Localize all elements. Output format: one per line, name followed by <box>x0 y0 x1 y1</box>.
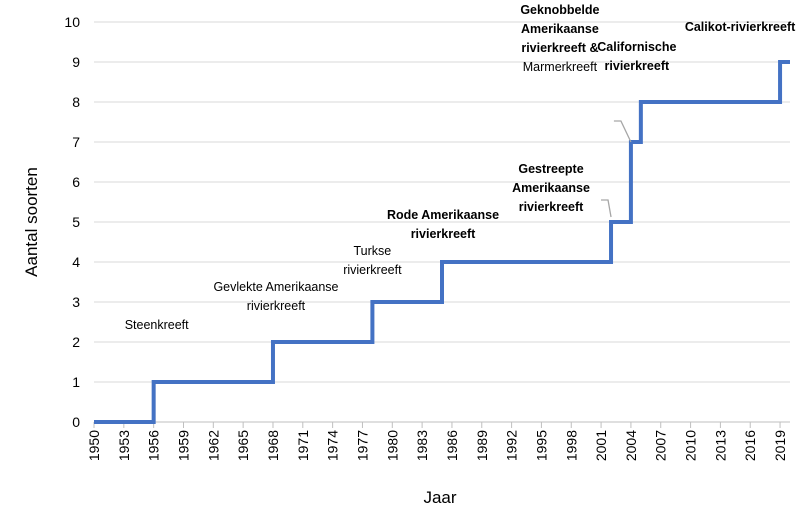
annotation: Steenkreeft <box>125 318 189 332</box>
annotation-label: rivierkreeft <box>519 200 584 214</box>
x-tick-label: 1986 <box>444 430 460 461</box>
annotation-label: rivierkreeft <box>343 263 402 277</box>
annotation-label: Calikot-rivierkreeft <box>685 20 796 34</box>
x-tick-label: 1977 <box>354 430 370 461</box>
annotation-label: Geknobbelde <box>520 3 599 17</box>
x-tick-label: 2004 <box>623 430 639 461</box>
y-tick-label: 7 <box>72 134 80 150</box>
annotations: Steenkreeft Gevlekte Amerikaanse rivierkre… <box>125 3 796 332</box>
x-tick-label: 1953 <box>116 430 132 461</box>
x-tick-label: 1965 <box>235 430 251 461</box>
annotation-label: rivierkreeft <box>247 299 306 313</box>
x-tick-label: 1962 <box>205 430 221 461</box>
annotation-label: Gestreepte <box>518 162 583 176</box>
x-tick-label: 1956 <box>146 430 162 461</box>
x-tick-label: 2019 <box>772 430 788 461</box>
x-tick-label: 1971 <box>295 430 311 461</box>
y-tick-label: 4 <box>72 254 80 270</box>
series-layer <box>94 60 790 424</box>
annotation: Geknobbelde Amerikaanse rivierkreeft & Marm… <box>520 3 632 143</box>
x-tick-label: 1959 <box>175 430 191 461</box>
annotation-label: rivierkreeft <box>605 59 670 73</box>
annotation-label: Rode Amerikaanse <box>387 208 499 222</box>
y-axis-title: Aantal soorten <box>22 167 41 277</box>
y-tick-label: 9 <box>72 54 80 70</box>
annotation: Calikot-rivierkreeft <box>685 20 796 34</box>
annotation: Gestreepte Amerikaanse rivierkreeft <box>512 162 612 218</box>
x-tick-label: 1950 <box>86 430 102 461</box>
x-axis-title: Jaar <box>423 488 456 507</box>
annotation-label: Amerikaanse <box>521 22 599 36</box>
y-tick-label: 8 <box>72 94 80 110</box>
x-tick-label: 2007 <box>653 430 669 461</box>
y-tick-label: 10 <box>64 14 80 30</box>
annotation-leader-line <box>613 120 632 143</box>
x-tick-label: 1989 <box>474 430 490 461</box>
x-tick-label: 1998 <box>563 430 579 461</box>
y-axis-tick-labels: 0 1 2 3 4 5 6 7 8 9 10 <box>64 14 80 430</box>
annotation-label: Amerikaanse <box>512 181 590 195</box>
annotation-label: Steenkreeft <box>125 318 189 332</box>
x-tick-label: 1968 <box>265 430 281 461</box>
x-tick-label: 2010 <box>683 430 699 461</box>
y-tick-label: 0 <box>72 414 80 430</box>
annotation-label: Californische <box>597 40 676 54</box>
annotation-label: rivierkreeft & <box>521 41 598 55</box>
series-step-line <box>94 60 790 424</box>
annotation: Gevlekte Amerikaanse rivierkreeft <box>213 280 338 313</box>
x-axis: 1950 1953 1956 1959 1962 1965 1968 1971 1974 1977… <box>86 421 790 461</box>
x-tick-label: 1983 <box>414 430 430 461</box>
annotation: Rode Amerikaanse rivierkreeft <box>387 208 499 241</box>
x-tick-label: 2016 <box>742 430 758 461</box>
annotation-label: Gevlekte Amerikaanse <box>213 280 338 294</box>
gridlines <box>94 21 790 383</box>
x-tick-label: 2001 <box>593 430 609 461</box>
x-tick-label: 1995 <box>533 430 549 461</box>
annotation-label: Marmerkreeft <box>523 60 598 74</box>
y-tick-label: 2 <box>72 334 80 350</box>
x-tick-label: 2013 <box>712 430 728 461</box>
x-tick-label: 1974 <box>325 430 341 461</box>
annotation-label: rivierkreeft <box>411 227 476 241</box>
annotation: Californische rivierkreeft <box>597 40 676 73</box>
annotation-label: Turkse <box>354 244 392 258</box>
y-tick-label: 5 <box>72 214 80 230</box>
y-tick-label: 6 <box>72 174 80 190</box>
y-tick-label: 1 <box>72 374 80 390</box>
x-tick-label: 1992 <box>504 430 520 461</box>
y-tick-label: 3 <box>72 294 80 310</box>
annotation: Turkse rivierkreeft <box>343 244 402 277</box>
x-tick-label: 1980 <box>384 430 400 461</box>
annotation-leader-line <box>601 199 612 218</box>
